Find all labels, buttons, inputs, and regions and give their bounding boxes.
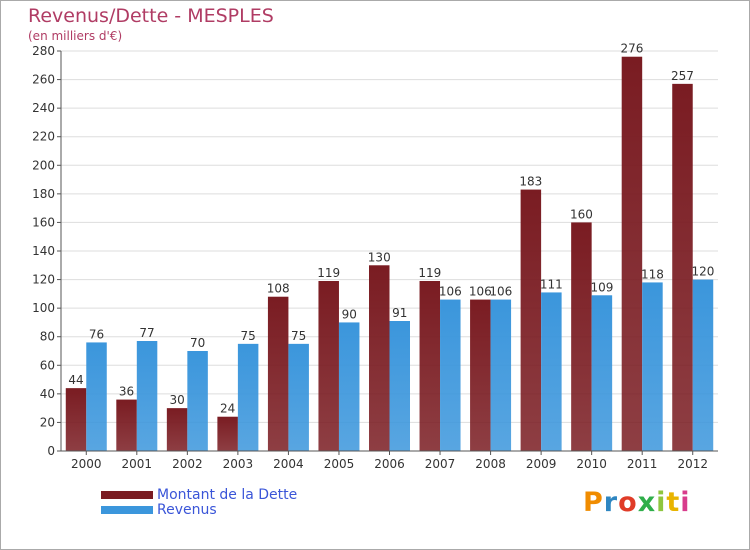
data-label-dette-2001: 36 <box>119 385 134 399</box>
data-label-revenus-2008: 106 <box>489 285 512 299</box>
y-tick-label: 0 <box>47 444 55 458</box>
data-label-dette-2012: 257 <box>671 69 694 83</box>
data-label-dette-2002: 30 <box>169 393 184 407</box>
data-label-dette-2000: 44 <box>68 373 83 387</box>
y-tick-label: 180 <box>32 187 55 201</box>
bar-revenus-2006 <box>389 321 410 451</box>
data-label-revenus-2001: 77 <box>139 326 154 340</box>
data-label-revenus-2011: 118 <box>641 267 664 281</box>
data-label-dette-2011: 276 <box>620 42 643 56</box>
bar-dette-2007 <box>419 281 441 451</box>
y-tick-label: 60 <box>40 358 55 372</box>
legend-label-revenus: Revenus <box>157 502 217 518</box>
logo-letter: P <box>583 487 604 518</box>
bar-dette-2001 <box>116 399 137 451</box>
y-tick-label: 280 <box>32 44 55 58</box>
data-label-revenus-2000: 76 <box>89 327 104 341</box>
y-tick-label: 260 <box>32 73 55 87</box>
x-tick-label-2009: 2009 <box>526 457 557 471</box>
bar-revenus-2011 <box>642 282 663 451</box>
bar-revenus-2002 <box>187 351 208 451</box>
legend-swatch-dette <box>101 491 153 499</box>
x-tick-label-2002: 2002 <box>172 457 203 471</box>
data-label-revenus-2002: 70 <box>190 336 205 350</box>
bar-dette-2004 <box>267 296 289 451</box>
bar-dette-2012 <box>672 83 693 451</box>
data-label-dette-2006: 130 <box>368 250 391 264</box>
data-label-revenus-2004: 75 <box>291 329 306 343</box>
data-label-revenus-2003: 75 <box>240 329 255 343</box>
data-label-revenus-2007: 106 <box>439 285 462 299</box>
bar-revenus-2004 <box>288 343 309 451</box>
x-tick-label-2000: 2000 <box>71 457 102 471</box>
bar-revenus-2007 <box>440 299 461 451</box>
y-tick-label: 120 <box>32 273 55 287</box>
data-label-revenus-2005: 90 <box>342 307 357 321</box>
x-tick-label-2008: 2008 <box>475 457 506 471</box>
x-tick-label-2007: 2007 <box>425 457 456 471</box>
proxiti-logo: Proxiti <box>583 487 691 518</box>
bar-dette-2011 <box>621 56 643 451</box>
x-tick-label-2004: 2004 <box>273 457 304 471</box>
bar-revenus-2008 <box>490 299 512 451</box>
x-tick-label-2012: 2012 <box>677 457 708 471</box>
y-tick-label: 20 <box>40 415 55 429</box>
x-tick-label-2001: 2001 <box>122 457 153 471</box>
chart-title: Revenus/Dette - MESPLES <box>28 5 274 27</box>
y-tick-label: 40 <box>40 387 55 401</box>
chart-subtitle: (en milliers d'€) <box>28 29 123 43</box>
y-tick-label: 100 <box>32 301 55 315</box>
bar-dette-2008 <box>470 299 491 451</box>
data-label-dette-2003: 24 <box>220 402 235 416</box>
logo-letter: r <box>603 487 619 518</box>
data-label-dette-2008: 106 <box>469 285 492 299</box>
bar-revenus-2000 <box>86 342 107 451</box>
data-label-dette-2010: 160 <box>570 207 593 221</box>
data-label-revenus-2010: 109 <box>590 280 613 294</box>
data-label-dette-2004: 108 <box>267 282 290 296</box>
y-tick-label: 200 <box>32 158 55 172</box>
bar-revenus-2003 <box>237 343 259 451</box>
x-tick-label-2006: 2006 <box>374 457 405 471</box>
x-tick-label-2005: 2005 <box>324 457 355 471</box>
logo-letter: i <box>656 487 667 518</box>
data-label-revenus-2012: 120 <box>692 265 715 279</box>
data-label-revenus-2009: 111 <box>540 277 563 291</box>
x-tick-label-2010: 2010 <box>576 457 607 471</box>
logo-letter: o <box>618 487 638 518</box>
bar-dette-2000 <box>65 388 87 451</box>
y-tick-label: 220 <box>32 130 55 144</box>
bar-revenus-2001 <box>136 341 158 451</box>
x-tick-label-2011: 2011 <box>627 457 658 471</box>
logo-letter: x <box>637 487 657 518</box>
y-tick-label: 240 <box>32 101 55 115</box>
x-tick-label-2003: 2003 <box>223 457 254 471</box>
bar-dette-2005 <box>318 281 339 451</box>
legend-swatch-revenus <box>101 506 153 514</box>
bar-dette-2009 <box>520 189 542 452</box>
data-label-revenus-2006: 91 <box>392 306 407 320</box>
bar-dette-2002 <box>166 408 188 451</box>
bar-dette-2006 <box>369 265 390 451</box>
data-label-dette-2009: 183 <box>519 175 542 189</box>
bar-revenus-2010 <box>591 295 613 451</box>
y-tick-label: 140 <box>32 244 55 258</box>
logo-letter: i <box>680 487 691 518</box>
bar-revenus-2009 <box>541 292 562 451</box>
bar-revenus-2005 <box>338 322 360 451</box>
y-tick-label: 160 <box>32 215 55 229</box>
bar-dette-2010 <box>571 222 592 451</box>
y-tick-label: 80 <box>40 330 55 344</box>
legend-label-dette: Montant de la Dette <box>157 487 298 503</box>
bar-revenus-2012 <box>692 279 714 451</box>
logo-letter: t <box>666 487 681 518</box>
data-label-dette-2005: 119 <box>317 266 340 280</box>
bar-dette-2003 <box>217 416 238 451</box>
data-label-dette-2007: 119 <box>418 266 441 280</box>
